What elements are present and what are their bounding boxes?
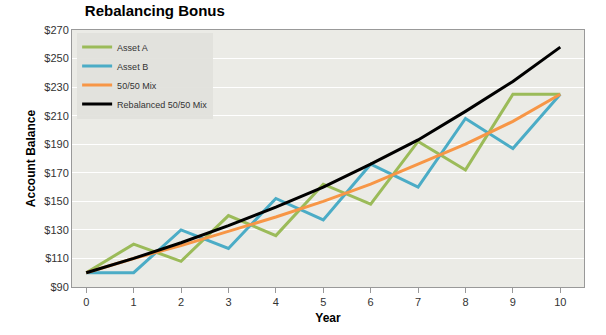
svg-text:9: 9 [510,296,516,308]
svg-text:$190: $190 [44,138,68,150]
svg-text:6: 6 [368,296,374,308]
svg-text:$130: $130 [44,224,68,236]
svg-text:10: 10 [554,296,566,308]
svg-text:Account Balance: Account Balance [24,109,38,207]
svg-text:$90: $90 [50,281,68,293]
svg-text:Rebalanced 50/50 Mix: Rebalanced 50/50 Mix [117,100,207,110]
svg-text:5: 5 [320,296,326,308]
svg-text:Year: Year [315,311,341,325]
svg-text:8: 8 [462,296,468,308]
svg-text:50/50 Mix: 50/50 Mix [117,81,157,91]
svg-text:$270: $270 [44,24,68,36]
svg-text:$150: $150 [44,195,68,207]
svg-text:1: 1 [131,296,137,308]
svg-text:Asset A: Asset A [117,43,148,53]
svg-text:$230: $230 [44,81,68,93]
svg-text:7: 7 [415,296,421,308]
svg-text:0: 0 [83,296,89,308]
svg-text:Asset B: Asset B [117,62,148,72]
svg-text:3: 3 [225,296,231,308]
svg-text:4: 4 [273,296,279,308]
svg-text:2: 2 [178,296,184,308]
svg-text:$170: $170 [44,167,68,179]
svg-text:$110: $110 [45,252,69,264]
svg-text:$250: $250 [44,52,68,64]
svg-text:$210: $210 [44,110,68,122]
svg-text:Rebalancing Bonus: Rebalancing Bonus [85,2,225,19]
